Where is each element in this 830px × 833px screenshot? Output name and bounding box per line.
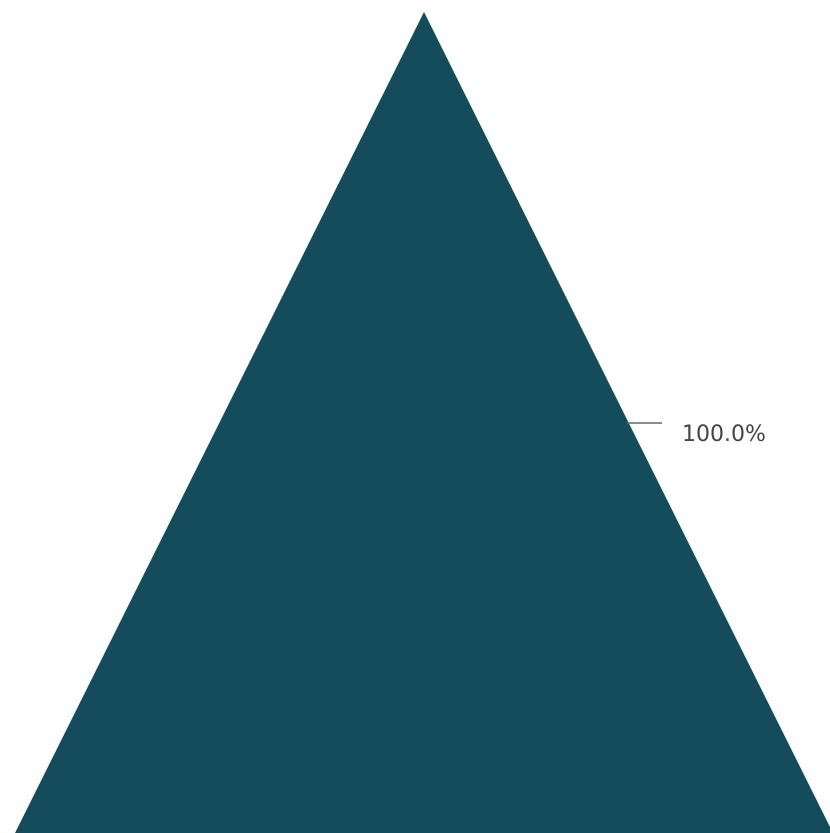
data-label: 100.0% bbox=[682, 422, 766, 447]
pyramid-segments bbox=[15, 12, 830, 833]
pyramid-data-labels: 100.0% bbox=[626, 422, 766, 447]
pyramid-segment bbox=[15, 12, 830, 833]
